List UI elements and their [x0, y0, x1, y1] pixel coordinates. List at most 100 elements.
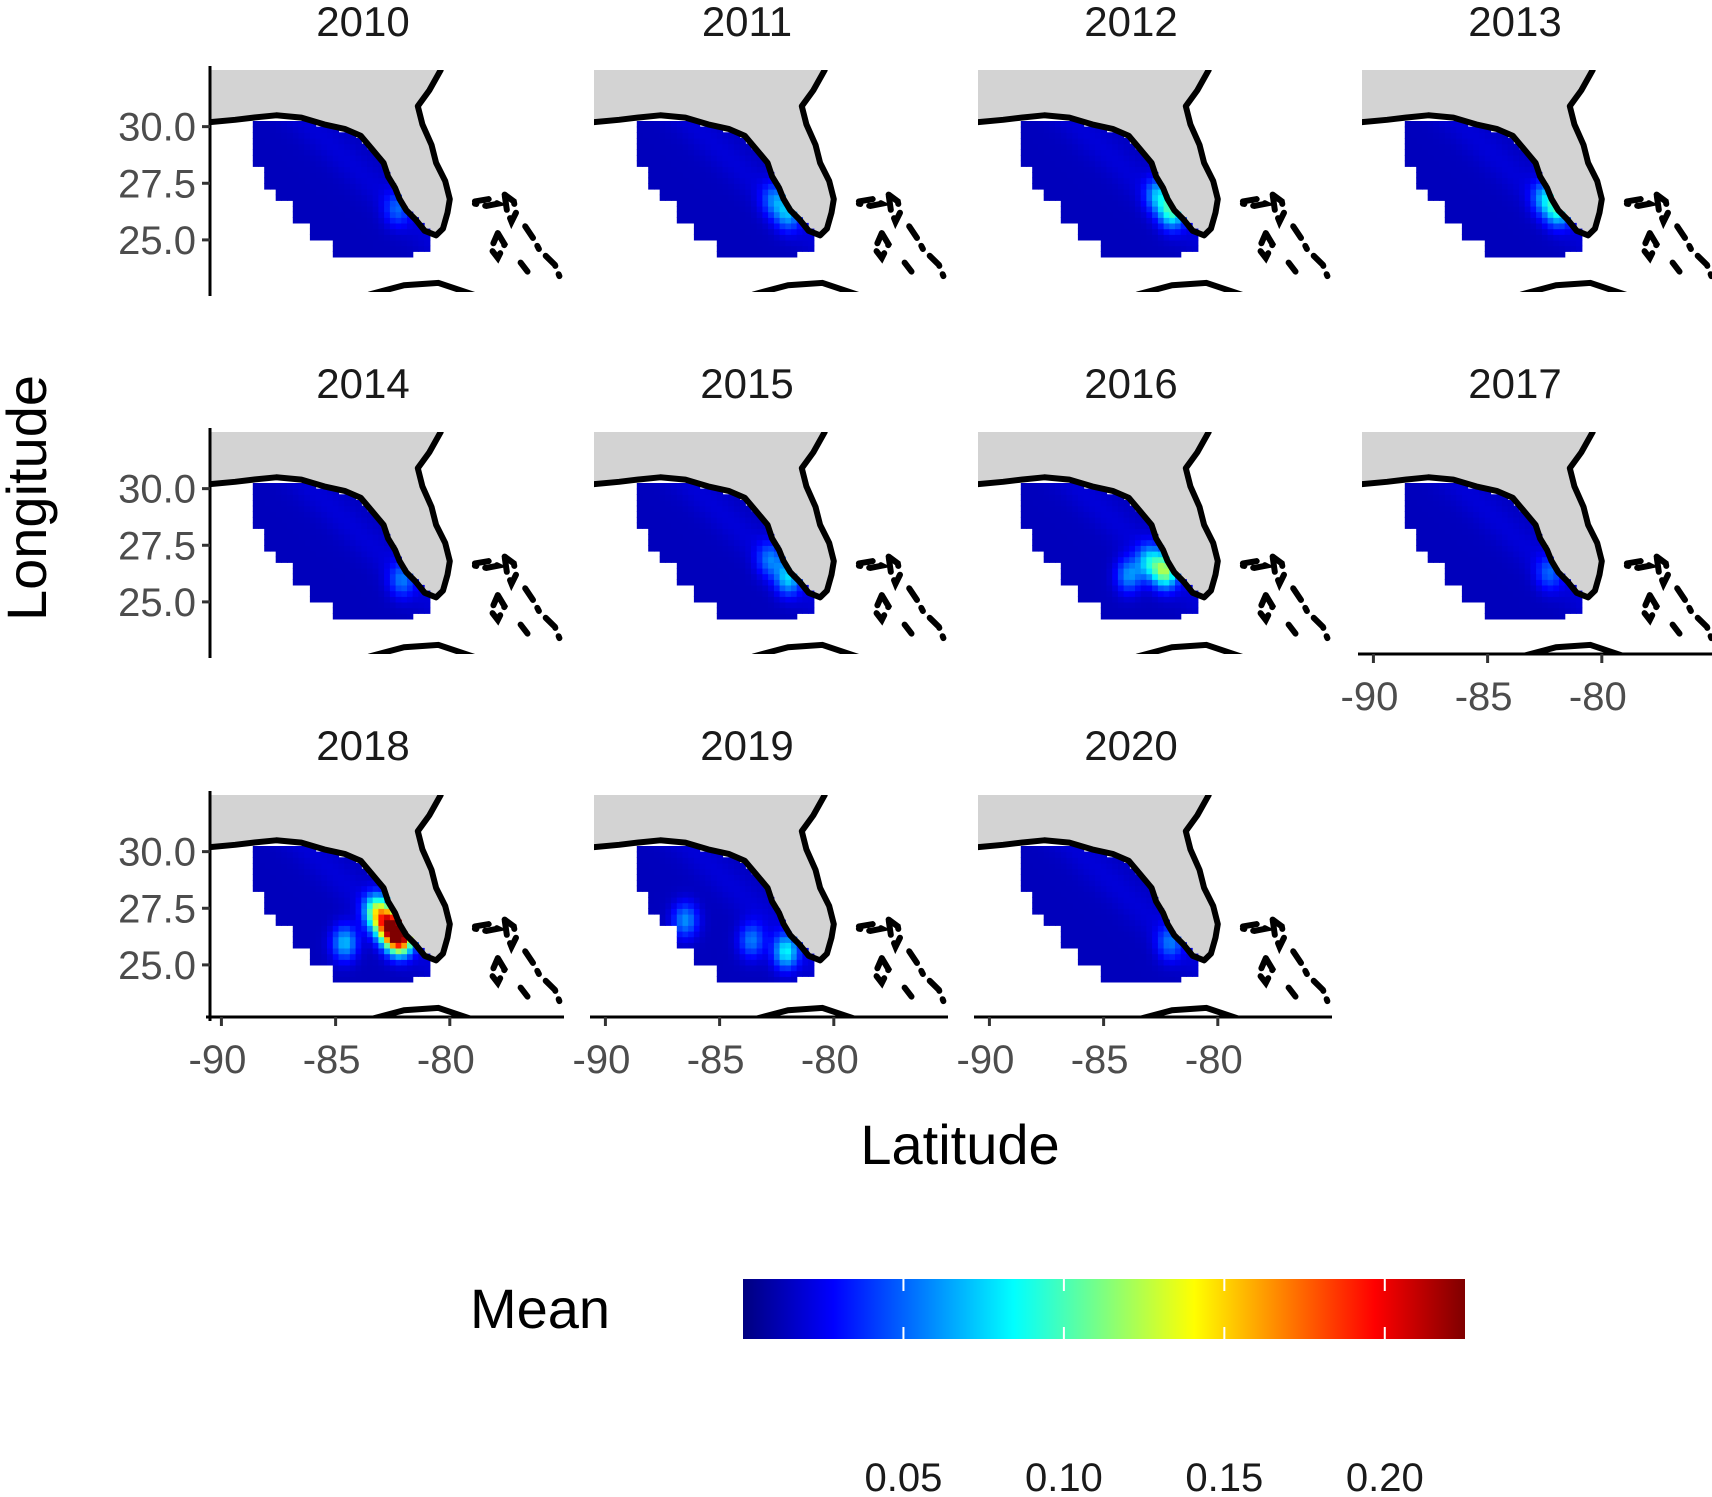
heat-cell: [252, 160, 260, 167]
heat-cell: [756, 183, 763, 190]
heat-cell: [688, 579, 695, 586]
heat-cell: [791, 590, 798, 597]
heat-cell: [1032, 494, 1039, 501]
heat-cell: [1496, 579, 1503, 586]
heat-cell: [327, 211, 334, 218]
heat-cell: [1536, 545, 1543, 552]
y-tick-label: 25.0: [118, 944, 196, 988]
heat-cell: [773, 217, 781, 224]
heat-cell: [642, 126, 649, 133]
heat-cell: [665, 494, 672, 501]
heat-cell: [1547, 579, 1554, 586]
heat-cell: [1473, 126, 1480, 133]
heat-cell: [327, 194, 334, 201]
heat-cell: [773, 953, 781, 960]
heat-cell: [1461, 211, 1469, 218]
heat-cell: [355, 930, 362, 938]
heat-cell: [315, 942, 322, 949]
heat-cell: [304, 483, 311, 490]
heat-cell: [281, 528, 288, 535]
heat-cell: [321, 868, 328, 875]
heat-cell: [378, 251, 385, 258]
heat-cell: [1077, 533, 1085, 541]
heat-cell: [1524, 539, 1531, 546]
heat-cell: [389, 584, 397, 592]
heat-cell: [728, 964, 735, 972]
heat-cell: [332, 607, 340, 614]
heat-cell: [1186, 245, 1193, 252]
heat-cell: [705, 919, 712, 926]
heat-cell: [1175, 579, 1182, 586]
heat-cell: [1083, 222, 1090, 230]
heat-cell: [711, 205, 718, 213]
heat-cell: [642, 511, 649, 518]
heat-cell: [1060, 919, 1068, 926]
heat-cell: [1026, 121, 1033, 128]
heat-cell: [728, 545, 735, 552]
heat-cell: [762, 177, 769, 184]
heat-cell: [367, 936, 374, 943]
heat-cell: [1043, 522, 1050, 529]
facet-panel-2020: 2020-90 -85 -80: [957, 722, 1332, 1082]
heat-cell: [1129, 567, 1136, 575]
x-tick-label: -80: [417, 1038, 475, 1082]
heat-cell: [745, 953, 752, 960]
heat-cell: [1473, 488, 1480, 495]
heat-cell: [315, 874, 322, 881]
heat-cell: [264, 885, 271, 892]
heat-cell: [699, 217, 706, 224]
heat-cell: [716, 942, 724, 949]
heat-cell: [315, 902, 322, 909]
heat-cell: [1020, 874, 1028, 881]
heat-cell: [1123, 567, 1130, 575]
heat-cell: [1146, 579, 1153, 586]
heat-cell: [682, 902, 689, 909]
heat-cell: [332, 166, 340, 173]
heat-cell: [338, 143, 345, 150]
heat-cell: [378, 556, 385, 563]
heat-cell: [1536, 579, 1543, 586]
heat-cell: [1450, 533, 1457, 541]
heat-cell: [275, 154, 282, 162]
heat-cell: [1513, 556, 1520, 563]
heat-cell: [1163, 584, 1170, 592]
heat-cell: [693, 936, 701, 943]
heat-cell: [1422, 126, 1429, 133]
heat-cell: [1140, 556, 1147, 563]
heat-cell: [1547, 205, 1554, 213]
heat-cell: [384, 217, 391, 224]
heat-cell: [1427, 121, 1434, 128]
heat-cell: [1444, 138, 1452, 145]
heat-cell: [1513, 245, 1520, 252]
heat-cell: [315, 539, 322, 546]
heat-cell: [298, 851, 305, 858]
heat-cell: [722, 522, 729, 529]
heat-cell: [728, 550, 735, 558]
heat-cell: [1444, 217, 1452, 224]
heat-cell: [355, 601, 362, 609]
heat-cell: [1553, 584, 1560, 592]
heat-cell: [344, 154, 351, 162]
heat-cell: [762, 601, 769, 609]
heat-cell: [1163, 234, 1170, 241]
heat-cell: [298, 194, 305, 201]
heat-cell: [808, 245, 815, 252]
heat-cell: [1083, 160, 1090, 167]
heat-cell: [304, 183, 311, 190]
heat-cell: [699, 562, 706, 569]
heat-cell: [722, 211, 729, 218]
heat-cell: [298, 483, 305, 490]
heat-cell: [309, 891, 317, 898]
heat-cell: [1060, 132, 1068, 139]
heat-cell: [1060, 863, 1068, 870]
island-outline: [885, 191, 904, 230]
heat-cell: [676, 863, 684, 870]
heat-cell: [367, 556, 374, 563]
heat-cell: [1100, 154, 1108, 162]
heat-cell: [424, 234, 431, 241]
heat-cell: [1095, 590, 1102, 597]
heat-cell: [1501, 234, 1509, 241]
heat-cell: [785, 970, 792, 977]
heat-cell: [659, 494, 666, 501]
heat-cell: [1117, 188, 1125, 196]
